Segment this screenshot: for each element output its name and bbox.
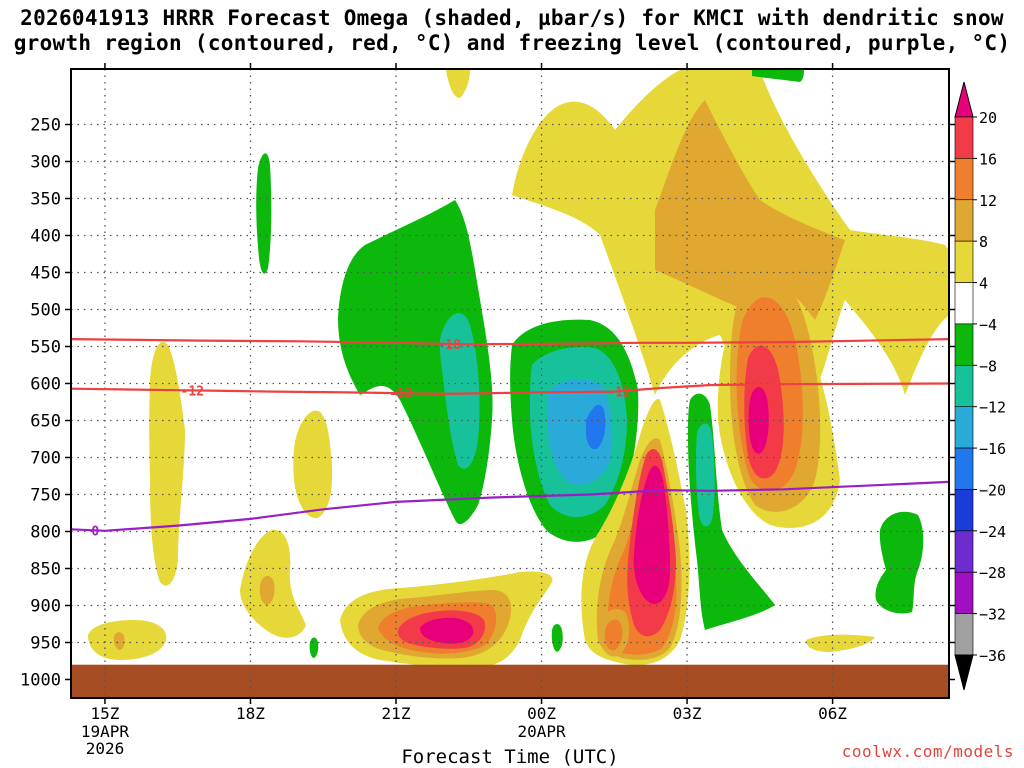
- colorbar-label: 8: [979, 233, 988, 251]
- colorbar-label: −36: [979, 647, 1006, 665]
- omega-region: [113, 632, 125, 650]
- omega-region: [293, 410, 333, 519]
- x-tick-label: 06Z: [818, 704, 847, 723]
- x-tick-sublabel: 2026: [86, 739, 125, 758]
- colorbar-swatch: [954, 116, 974, 159]
- colorbar-swatch: [954, 571, 974, 614]
- colorbar-bottom-arrow: [954, 654, 974, 691]
- colorbar-swatch: [954, 282, 974, 325]
- colorbar-label: 20: [979, 109, 997, 127]
- y-tick-label: 450: [30, 264, 61, 284]
- x-tick-label: 00Z: [527, 704, 556, 723]
- contour-label: 0: [91, 524, 99, 539]
- omega-region: [420, 617, 474, 644]
- y-tick-label: 950: [30, 634, 61, 654]
- omega-region: [806, 634, 875, 652]
- freezing-level-contour: [70, 480, 950, 532]
- y-tick-label: 700: [30, 449, 61, 469]
- colorbar-label: −16: [979, 440, 1006, 458]
- omega-region: [748, 386, 769, 454]
- y-tick-label: 750: [30, 486, 61, 506]
- colorbar-label: 12: [979, 192, 997, 210]
- omega-shading: [88, 70, 949, 668]
- colorbar-swatch: [954, 406, 974, 449]
- y-tick-label: 600: [30, 375, 61, 395]
- dgz-top-contour: [70, 338, 950, 346]
- contour-label: -18: [438, 338, 462, 353]
- omega-region: [309, 637, 319, 658]
- y-tick-label: 550: [30, 338, 61, 358]
- omega-region: [551, 624, 563, 652]
- y-tick-label: 900: [30, 597, 61, 617]
- colorbar-label: −24: [979, 523, 1006, 541]
- omega-region: [446, 70, 470, 98]
- y-tick-label: 500: [30, 301, 61, 321]
- colorbar-swatch: [954, 530, 974, 573]
- colorbar-label: −28: [979, 564, 1006, 582]
- colorbar-label: −4: [979, 316, 997, 334]
- x-tick-sublabel: 19APR: [81, 722, 130, 741]
- colorbar-swatch: [954, 158, 974, 201]
- y-tick-label: 350: [30, 190, 61, 210]
- colorbar: 20 16 12 8 4 −4 −8 −12 −16 −20 −24 −28 −32 −36: [954, 81, 1006, 691]
- omega-region: [149, 341, 185, 586]
- omega-region: [88, 620, 167, 660]
- colorbar-label: −8: [979, 357, 997, 375]
- y-tick-label: 250: [30, 116, 61, 136]
- colorbar-label: −20: [979, 481, 1006, 499]
- colorbar-swatch: [954, 613, 974, 656]
- y-tick-label: 800: [30, 523, 61, 543]
- y-tick-label: 1000: [20, 671, 61, 691]
- title-line-1: 2026041913 HRRR Forecast Omega (shaded, …: [20, 6, 1004, 30]
- omega-region: [586, 404, 606, 450]
- omega-region: [256, 153, 272, 274]
- x-tick-label: 03Z: [673, 704, 702, 723]
- y-tick-label: 300: [30, 153, 61, 173]
- colorbar-label: 16: [979, 150, 997, 168]
- omega-region: [752, 70, 804, 82]
- colorbar-label: −12: [979, 399, 1006, 417]
- x-axis-label: Forecast Time (UTC): [401, 746, 619, 768]
- y-axis: 250 300 350 400 450 500 550 600 650 700 750 800 850 9…: [20, 116, 955, 691]
- contour-label: -12: [389, 387, 412, 402]
- omega-region: [655, 100, 845, 320]
- omega-region: [875, 511, 924, 614]
- omega-region: [440, 312, 480, 469]
- title-line-2: growth region (contoured, red, °C) and f…: [13, 31, 1011, 55]
- colorbar-swatch: [954, 365, 974, 407]
- omega-region: [633, 465, 670, 605]
- colorbar-swatch: [954, 447, 974, 490]
- x-tick-sublabel: 20APR: [517, 722, 566, 741]
- contour-lines: -18 -12 -12 -12 0: [70, 338, 950, 539]
- chart-title: 2026041913 HRRR Forecast Omega (shaded, …: [0, 6, 1024, 56]
- colorbar-swatch: [954, 240, 974, 283]
- y-tick-label: 650: [30, 412, 61, 432]
- contour-label: -12: [181, 384, 204, 399]
- colorbar-label: −32: [979, 606, 1006, 624]
- colorbar-label: 4: [979, 275, 988, 293]
- colorbar-swatch: [954, 199, 974, 242]
- ground-surface: [71, 664, 949, 698]
- omega-region: [547, 379, 613, 485]
- gridlines: [71, 69, 949, 698]
- contour-label: -12: [607, 385, 630, 400]
- colorbar-top-arrow: [954, 81, 974, 118]
- x-tick-label: 21Z: [382, 704, 411, 723]
- omega-region: [259, 575, 275, 605]
- y-tick-label: 400: [30, 227, 61, 247]
- colorbar-swatch: [954, 489, 974, 532]
- x-tick-label: 15Z: [91, 704, 120, 723]
- omega-region: [695, 423, 715, 527]
- y-tick-label: 850: [30, 560, 61, 580]
- site-credit[interactable]: coolwx.com/models: [841, 742, 1014, 761]
- x-tick-label: 18Z: [236, 704, 265, 723]
- colorbar-swatch: [954, 323, 974, 366]
- dgz-bottom-contour: [70, 382, 950, 396]
